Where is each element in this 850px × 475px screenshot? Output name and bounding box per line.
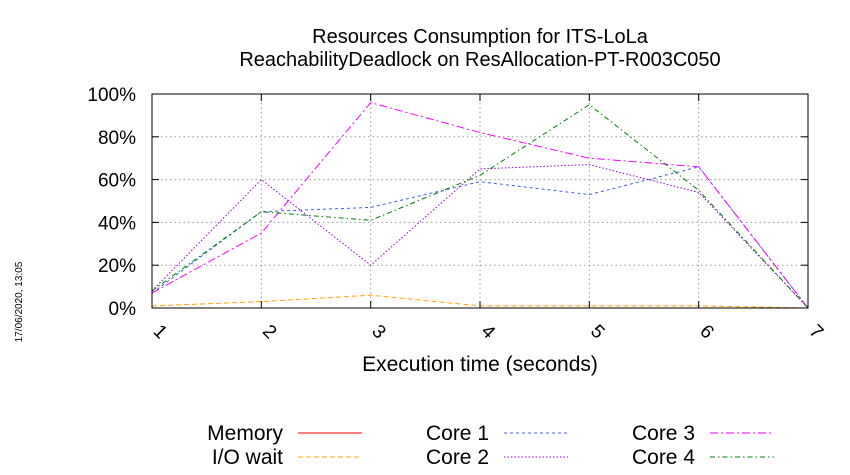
y-tick-label: 0%	[109, 299, 137, 320]
legend-label: Memory	[207, 422, 283, 445]
y-tick-label: 80%	[98, 128, 136, 149]
y-axis-tick-labels: 0% 20% 40% 60% 80% 100%	[87, 85, 136, 320]
legend-label: I/O wait	[212, 446, 283, 469]
x-axis-tick-labels: 1 2 3 4 5 6 7	[149, 321, 827, 344]
chart-title-line-2: ReachabilityDeadlock on ResAllocation-PT…	[239, 49, 720, 71]
legend-label: Core 4	[632, 446, 695, 469]
chart-title-line-1: Resources Consumption for ITS-LoLa	[312, 26, 649, 48]
x-tick-label: 3	[367, 321, 389, 343]
x-axis-label: Execution time (seconds)	[362, 353, 598, 376]
series-line-core-4	[151, 104, 809, 309]
y-tick-label: 20%	[98, 256, 136, 277]
series-line-core-3	[151, 102, 809, 309]
y-tick-label: 60%	[98, 171, 136, 192]
axis-ticks	[151, 93, 809, 309]
series-line-core-2	[151, 164, 809, 309]
x-tick-label: 2	[258, 321, 280, 343]
y-tick-label: 40%	[98, 213, 136, 234]
x-tick-label: 5	[586, 321, 608, 343]
legend-label: Core 1	[426, 422, 489, 445]
grid-lines	[152, 94, 808, 308]
series-lines	[151, 102, 809, 309]
series-line-core-1	[151, 166, 809, 309]
x-tick-label: 7	[805, 321, 827, 343]
timestamp-label: 17/06/2020, 13:05	[14, 261, 25, 342]
legend-label: Core 2	[426, 446, 489, 469]
legend-label: Core 3	[632, 422, 695, 445]
x-tick-label: 4	[477, 321, 500, 344]
x-tick-label: 6	[695, 321, 717, 343]
x-tick-label: 1	[149, 321, 171, 343]
y-tick-label: 100%	[87, 85, 136, 106]
